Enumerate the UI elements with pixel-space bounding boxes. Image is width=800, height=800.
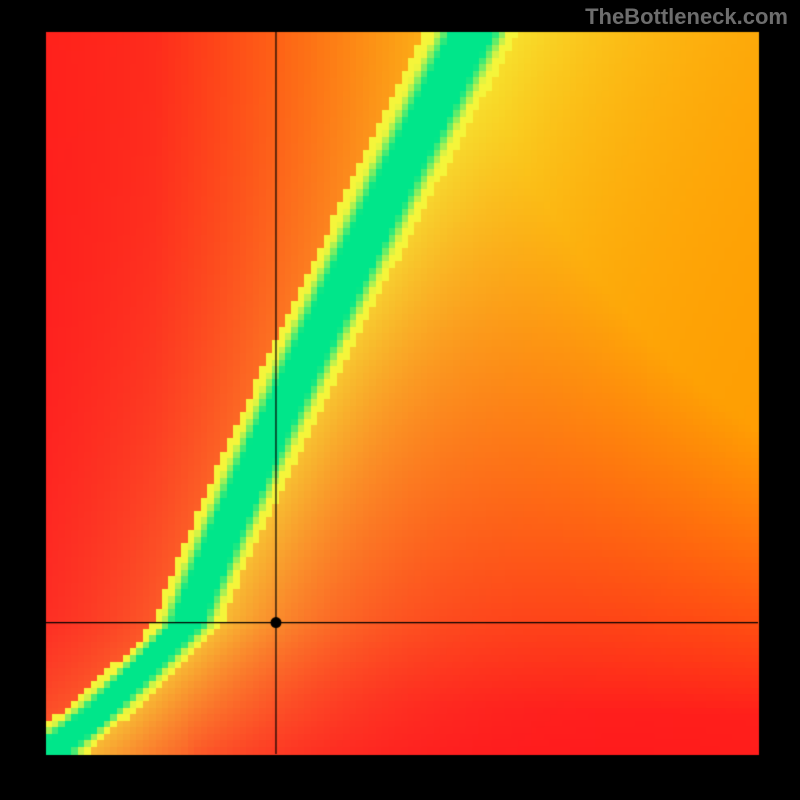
chart-container: TheBottleneck.com <box>0 0 800 800</box>
bottleneck-heatmap <box>0 0 800 800</box>
watermark-text: TheBottleneck.com <box>585 4 788 30</box>
